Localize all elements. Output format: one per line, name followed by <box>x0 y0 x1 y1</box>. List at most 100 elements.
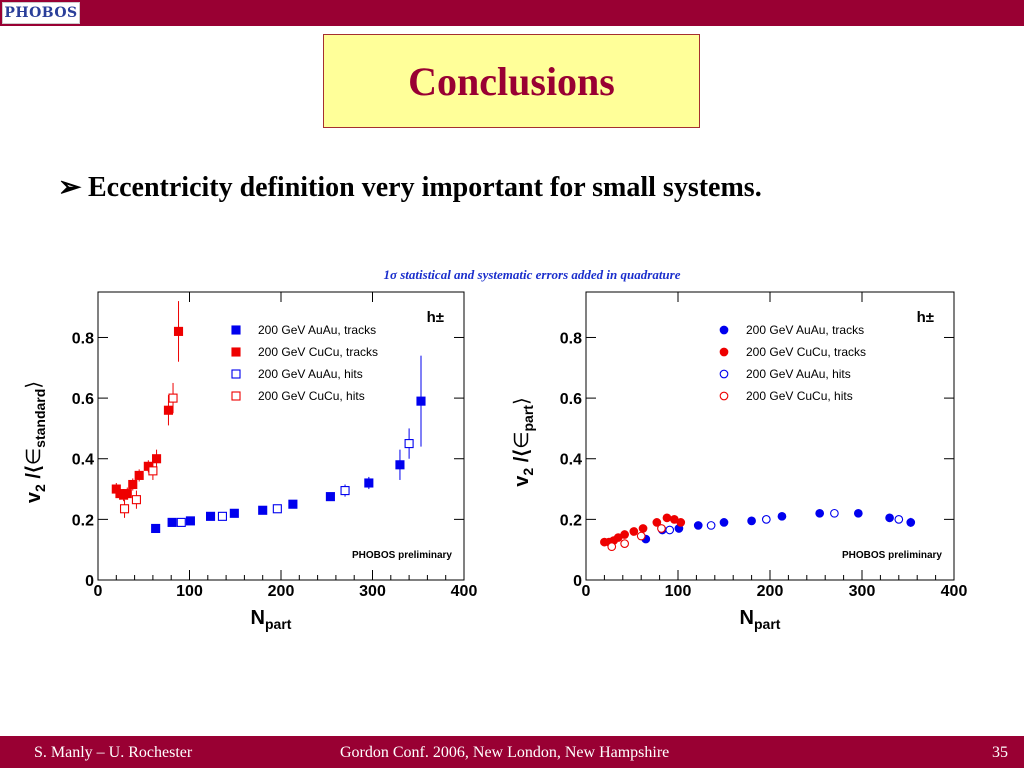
plot-frame <box>585 291 955 581</box>
y-tick-label: 0.2 <box>72 512 94 529</box>
x-tick-label: 400 <box>941 583 968 600</box>
data-point <box>652 518 662 527</box>
data-point <box>665 525 675 535</box>
data-point <box>151 523 161 534</box>
preliminary-label: PHOBOS preliminary <box>842 550 942 561</box>
data-point <box>229 508 239 518</box>
data-point <box>173 326 184 336</box>
data-point <box>416 396 426 406</box>
data-point <box>148 466 158 476</box>
y-axis-label-part-5: ⟩ <box>512 397 533 405</box>
data-point <box>906 518 916 527</box>
data-point <box>638 524 648 533</box>
data-point <box>719 518 729 527</box>
y-axis-label-text: v2 /⟨∈part⟩ <box>512 397 536 487</box>
x-tick-label: 300 <box>359 583 386 600</box>
x-tick-label: 100 <box>665 583 692 600</box>
data-point <box>119 504 130 514</box>
page-number: 35 <box>992 744 1008 761</box>
data-point <box>167 517 177 527</box>
data-point <box>340 486 350 496</box>
data-point <box>747 516 756 526</box>
legend-entry: 200 GeV CuCu, hits <box>746 389 853 403</box>
y-axis-label-part-4: part <box>520 405 536 432</box>
y-axis-label-part-2: /⟨ <box>23 465 45 484</box>
legend-entry: 200 GeV CuCu, hits <box>258 389 365 403</box>
chart-left: 0 0.2 0.4 0.6 0.8 0 100 200 300 400 Npart v2 /⟨∈sta… <box>23 291 478 632</box>
y-axis-label-part-0: v <box>512 475 533 487</box>
bullet-line: ➢ Eccentricity definition very important … <box>58 170 762 204</box>
y-tick-label: 0.4 <box>72 452 94 469</box>
y-axis-label-part-1: 2 <box>520 468 536 476</box>
x-axis-label-sub: part <box>754 616 781 632</box>
data-point <box>217 511 227 521</box>
y-axis-label-part-4: standard <box>32 389 48 448</box>
x-tick-label: 100 <box>176 583 203 600</box>
data-point <box>288 499 298 509</box>
data-point <box>662 513 672 523</box>
x-tick-label: 300 <box>849 583 876 600</box>
legend-entry: 200 GeV AuAu, tracks <box>746 323 864 337</box>
y-tick-label: 0 <box>85 573 94 590</box>
y-axis-label-part-1: 2 <box>32 484 48 492</box>
data-point <box>134 470 144 480</box>
y-axis-label: v2 /⟨∈part⟩ <box>512 397 536 487</box>
footer-author: S. Manly – U. Rochester <box>34 744 193 761</box>
data-point <box>885 513 894 523</box>
data-point <box>131 495 141 505</box>
x-axis-label: Npart <box>251 607 292 632</box>
y-tick-label: 0.2 <box>560 512 582 529</box>
top-bar: PHOBOS <box>0 0 1024 26</box>
data-point <box>607 542 617 552</box>
data-point <box>777 511 787 521</box>
data-point <box>168 393 178 403</box>
data-point <box>152 454 162 464</box>
y-tick-label: 0.8 <box>72 330 94 347</box>
data-point <box>761 515 771 524</box>
x-tick-label: 400 <box>451 583 478 600</box>
y-tick-label: 0 <box>573 573 582 590</box>
legend-marker <box>231 347 241 357</box>
x-tick-label: 0 <box>582 583 591 600</box>
y-axis-label-text: v2 /⟨∈standard⟩ <box>23 381 48 503</box>
y-axis-label-part-2: /⟨ <box>512 449 533 468</box>
data-point <box>176 517 186 527</box>
y-tick-label: 0.6 <box>560 391 582 408</box>
data-point <box>620 539 629 548</box>
data-point <box>894 515 904 524</box>
data-point <box>620 530 629 539</box>
x-tick-label: 200 <box>268 583 295 600</box>
data-point <box>676 518 686 527</box>
x-tick-label: 0 <box>94 583 103 600</box>
data-point <box>830 508 839 518</box>
data-point <box>205 511 216 521</box>
data-point <box>706 521 716 530</box>
y-axis-label-part-0: v <box>23 491 45 503</box>
x-axis-label: Npart <box>740 607 781 632</box>
y-tick-label: 0.6 <box>72 391 94 408</box>
data-point <box>636 531 646 541</box>
title-box: Conclusions <box>323 34 700 128</box>
x-axis-label-sub: part <box>265 616 292 632</box>
data-point <box>404 439 414 449</box>
data-point <box>693 521 703 530</box>
legend-marker <box>719 391 729 401</box>
y-axis-label-part-5: ⟩ <box>23 381 45 389</box>
slide-title: Conclusions <box>408 58 615 104</box>
legend-marker <box>719 347 729 357</box>
footer-conference: Gordon Conf. 2006, New London, New Hamps… <box>340 744 670 761</box>
particle-label: h± <box>427 309 444 326</box>
x-axis-label-main: N <box>740 607 754 629</box>
footer: S. Manly – U. Rochester Gordon Conf. 200… <box>0 736 1024 768</box>
legend-marker <box>719 369 729 379</box>
y-tick-label: 0.8 <box>560 330 582 347</box>
y-tick-label: 0.4 <box>560 452 582 469</box>
y-axis-label: v2 /⟨∈standard⟩ <box>23 381 48 503</box>
data-point <box>122 489 132 499</box>
legend-entry: 200 GeV CuCu, tracks <box>746 345 866 359</box>
phobos-logo: PHOBOS <box>2 2 80 24</box>
data-point <box>364 478 374 488</box>
data-point <box>629 527 639 536</box>
data-point <box>325 492 335 502</box>
